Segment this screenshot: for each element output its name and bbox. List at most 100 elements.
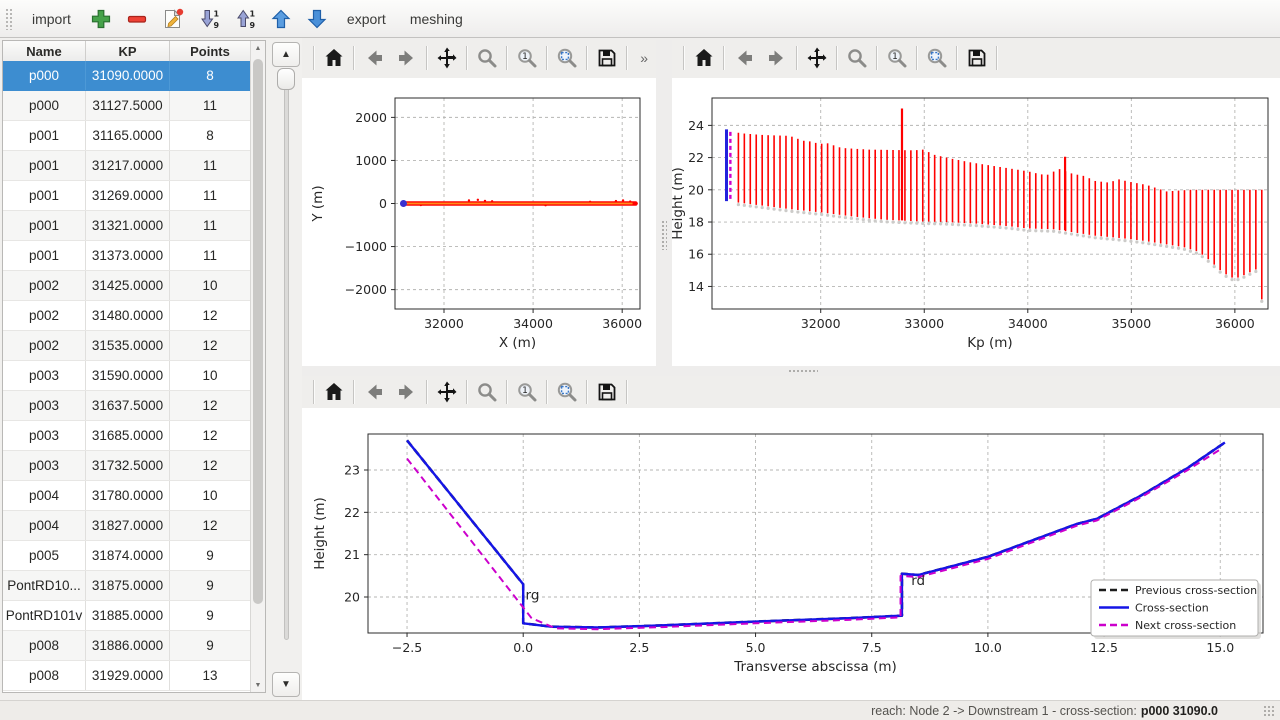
- column-header-name[interactable]: Name: [3, 41, 86, 61]
- zoom-select-button[interactable]: [550, 377, 583, 407]
- home-button[interactable]: [317, 43, 350, 73]
- table-row[interactable]: p000 31127.5000 11: [3, 91, 251, 121]
- back-button[interactable]: [357, 43, 390, 73]
- zoom-select-button[interactable]: [920, 43, 953, 73]
- profile-plot[interactable]: 32000 33000 34000 35000 36000 14 16 18 20 22 24 Kp …: [670, 78, 1280, 366]
- scroll-up-icon[interactable]: ▲: [254, 44, 262, 52]
- table-row[interactable]: p008 31929.0000 13: [3, 661, 251, 691]
- cell-kp: 31425.0000: [86, 271, 170, 300]
- table-row[interactable]: p000 31090.0000 8: [3, 61, 251, 91]
- add-cross-section-button[interactable]: [83, 4, 119, 34]
- sort-descending-button[interactable]: 1 9: [191, 4, 227, 34]
- table-row[interactable]: p002 31535.0000 12: [3, 331, 251, 361]
- long-profile-figure[interactable]: 32000 33000 34000 35000 36000 14 16 18 20 22 24 Kp …: [670, 78, 1280, 366]
- svg-text:Height (m): Height (m): [672, 167, 686, 240]
- column-header-points[interactable]: Points: [170, 41, 251, 61]
- table-row[interactable]: p001 31321.0000 11: [3, 211, 251, 241]
- back-button[interactable]: [357, 377, 390, 407]
- table-row[interactable]: p003 31732.5000 12: [3, 451, 251, 481]
- status-current-section: p000 31090.0: [1140, 703, 1218, 718]
- scroll-down-icon[interactable]: ▼: [254, 681, 262, 689]
- axes: 32000 33000 34000 35000 36000 14 16 18 20 22 24 Kp …: [670, 97, 1269, 351]
- table-scrollbar[interactable]: ▲ ▼: [250, 41, 265, 692]
- table-row[interactable]: p003 31590.0000 10: [3, 361, 251, 391]
- zoom-select-button[interactable]: [550, 43, 583, 73]
- table-row[interactable]: p004 31780.0000 10: [3, 481, 251, 511]
- table-row[interactable]: p005 31874.0000 9: [3, 541, 251, 571]
- remove-cross-section-button[interactable]: [119, 4, 155, 34]
- toolbar-separator: [586, 380, 587, 404]
- section-next-button[interactable]: ▼: [272, 672, 300, 697]
- table-row[interactable]: p001 31165.0000 8: [3, 121, 251, 151]
- forward-button[interactable]: [760, 43, 793, 73]
- export-button[interactable]: export: [346, 10, 386, 27]
- grid: [712, 98, 1268, 309]
- cross_section-plot[interactable]: rg rd −2.5 0.0 2.5 5.0 7.5 10.0 12.5 15.0 20 21 22 23…: [302, 408, 1280, 700]
- forward-button[interactable]: [390, 377, 423, 407]
- move-up-button[interactable]: [263, 4, 299, 34]
- table-row[interactable]: p001 31269.0000 11: [3, 181, 251, 211]
- edit-cross-section-button[interactable]: [155, 4, 191, 34]
- zoom-icon: [477, 383, 496, 402]
- cell-name: p003: [3, 421, 86, 450]
- table-scrollbar-thumb[interactable]: [253, 59, 263, 604]
- home-button[interactable]: [317, 377, 350, 407]
- table-row[interactable]: p008 31886.0000 9: [3, 631, 251, 661]
- plan-view-figure[interactable]: 32000 34000 36000 2000 1000 0 −1000 −2000 X (m) Y…: [302, 78, 656, 366]
- plan-plot[interactable]: 32000 34000 36000 2000 1000 0 −1000 −2000 X (m) Y…: [302, 78, 656, 366]
- table-row[interactable]: p003 31637.5000 12: [3, 391, 251, 421]
- save-button[interactable]: [590, 377, 623, 407]
- cell-kp: 31732.5000: [86, 451, 170, 480]
- forward-button[interactable]: [390, 43, 423, 73]
- import-button[interactable]: import: [32, 10, 71, 27]
- table-row[interactable]: p002 31480.0000 12: [3, 301, 251, 331]
- toolbar-drag-handle[interactable]: [5, 7, 12, 30]
- move-down-button[interactable]: [299, 4, 335, 34]
- cell-name: p001: [3, 211, 86, 240]
- table-row[interactable]: p004 31827.0000 12: [3, 511, 251, 541]
- cross-section-figure[interactable]: rg rd −2.5 0.0 2.5 5.0 7.5 10.0 12.5 15.0 20 21 22 23…: [302, 408, 1280, 700]
- column-header-kp[interactable]: KP: [86, 41, 170, 61]
- vertical-splitter[interactable]: [656, 40, 672, 366]
- horizontal-splitter[interactable]: [302, 366, 1280, 376]
- section-slider-thumb[interactable]: [277, 68, 295, 90]
- zoom-button[interactable]: [470, 43, 503, 73]
- pan-button[interactable]: [800, 43, 833, 73]
- svg-text:22: 22: [688, 150, 704, 165]
- zoom-button[interactable]: [470, 377, 503, 407]
- cell-name: p004: [3, 511, 86, 540]
- home-button[interactable]: [687, 43, 720, 73]
- back-button[interactable]: [727, 43, 760, 73]
- section-slider-track[interactable]: [284, 70, 289, 640]
- meshing-button[interactable]: meshing: [409, 10, 463, 27]
- cell-kp: 31480.0000: [86, 301, 170, 330]
- status-bar: reach: Node 2 -> Downstream 1 - cross-se…: [0, 700, 1280, 720]
- pan-button[interactable]: [430, 377, 463, 407]
- table-row[interactable]: PontRD10... 31875.0000 9: [3, 571, 251, 601]
- cell-points: 8: [170, 121, 251, 150]
- table-row[interactable]: p002 31425.0000 10: [3, 271, 251, 301]
- save-button[interactable]: [960, 43, 993, 73]
- pan-icon: [807, 47, 826, 69]
- table-row[interactable]: p001 31373.0000 11: [3, 241, 251, 271]
- toolbar-separator: [546, 46, 547, 70]
- cell-name: p003: [3, 361, 86, 390]
- save-button[interactable]: [590, 43, 623, 73]
- zoom-button[interactable]: [840, 43, 873, 73]
- table-row[interactable]: p001 31217.0000 11: [3, 151, 251, 181]
- zoom-one-button[interactable]: 1: [510, 43, 543, 73]
- table-row[interactable]: PontRD101v 31885.0000 9: [3, 601, 251, 631]
- toolbar-separator: [626, 46, 627, 70]
- section-previous-button[interactable]: ▲: [272, 42, 300, 67]
- zoom-one-button[interactable]: 1: [880, 43, 913, 73]
- resize-grip-icon[interactable]: [1263, 705, 1276, 717]
- zoom-one-button[interactable]: 1: [510, 377, 543, 407]
- toolbar-overflow-button[interactable]: »: [640, 50, 648, 66]
- table-row[interactable]: p003 31685.0000 12: [3, 421, 251, 451]
- sort-ascending-icon: 1 9: [236, 9, 255, 30]
- cell-name: p000: [3, 61, 86, 90]
- svg-text:9: 9: [213, 21, 219, 30]
- sort-ascending-button[interactable]: 1 9: [227, 4, 263, 34]
- plot-data: [399, 198, 638, 207]
- pan-button[interactable]: [430, 43, 463, 73]
